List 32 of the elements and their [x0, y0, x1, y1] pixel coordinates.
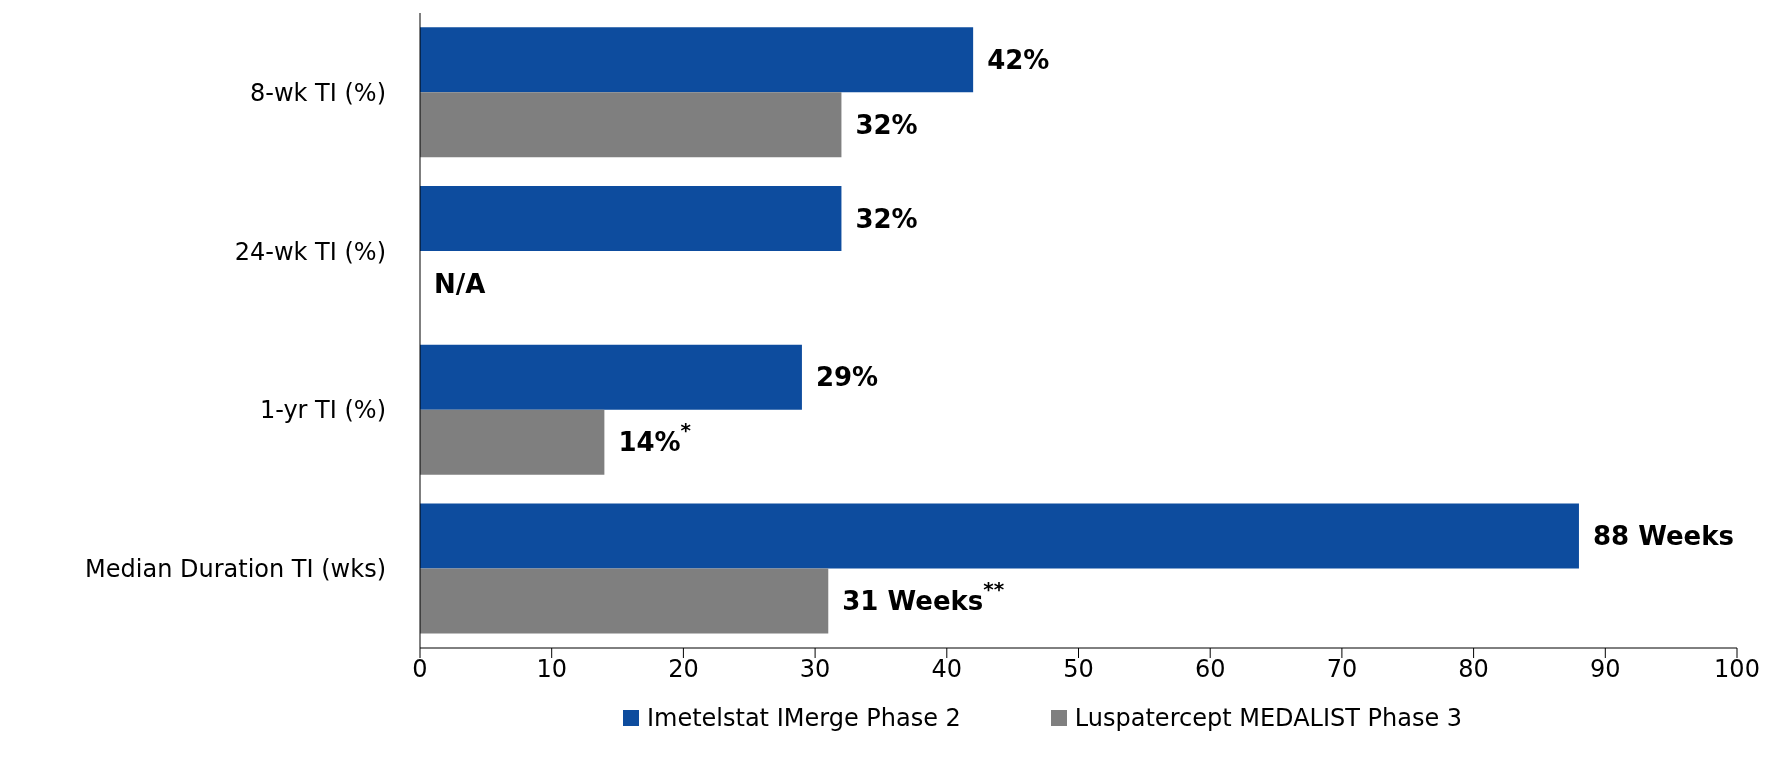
bar: [420, 409, 605, 475]
x-tick-label: 90: [1590, 655, 1621, 684]
x-tick-label: 60: [1194, 655, 1226, 684]
data-label: 88 Weeks: [1592, 521, 1734, 552]
x-tick-label: 0: [412, 655, 428, 684]
data-label: 32%: [855, 203, 918, 234]
x-tick-label: 70: [1326, 655, 1358, 684]
data-label: 32%: [855, 109, 918, 140]
legend-label: Luspatercept MEDALIST Phase 3: [1074, 704, 1463, 732]
x-tick-label: 50: [1063, 655, 1094, 684]
legend-label: Imetelstat IMerge Phase 2: [646, 704, 961, 732]
bar: [420, 568, 829, 634]
y-tick-label: 8-wk TI (%): [250, 78, 386, 107]
y-tick-label: 24-wk TI (%): [234, 237, 386, 266]
x-tick-label: 10: [536, 655, 567, 684]
y-tick-label: Median Duration TI (wks): [85, 555, 386, 584]
bar: [420, 92, 842, 158]
bar: [420, 344, 802, 410]
data-label: 29%: [815, 362, 879, 393]
data-label: 14%$^{*}$: [618, 418, 692, 458]
bar: [420, 27, 974, 93]
x-tick-label: 20: [668, 655, 699, 684]
x-tick-label: 40: [931, 655, 963, 684]
bar: [420, 503, 1579, 569]
data-label: 31 Weeks$^{**}$: [842, 577, 1005, 617]
data-label: 42%: [987, 44, 1050, 75]
y-tick-label: 1-yr TI (%): [259, 396, 386, 425]
x-tick-label: 80: [1458, 655, 1489, 684]
x-tick-label: 30: [799, 655, 831, 684]
x-tick-label: 100: [1714, 655, 1760, 684]
bar: [420, 186, 842, 252]
text: N/A: [434, 268, 486, 299]
